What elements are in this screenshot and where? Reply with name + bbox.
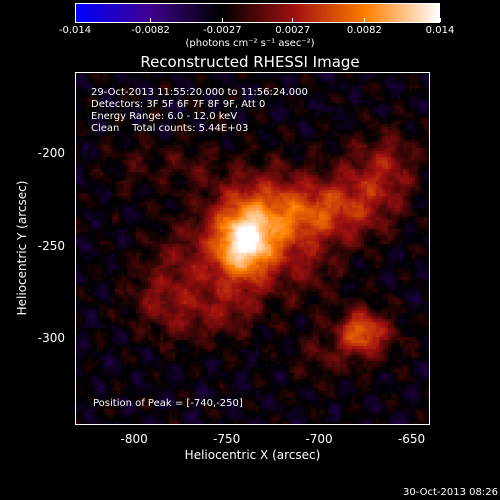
colorbar-gradient — [76, 4, 439, 22]
colorbar-tick-mark — [150, 18, 152, 22]
colorbar-tick-label: -0.0082 — [131, 25, 170, 36]
time-range-annotation: 29-Oct-2013 11:55:20.000 to 11:56:24.000 — [91, 87, 308, 98]
colorbar-tick-mark — [221, 18, 223, 22]
x-tick-label: -700 — [305, 432, 333, 446]
method-annotation: Clean Total counts: 5.44E+03 — [91, 123, 248, 134]
peak-position-annotation: Position of Peak = [-740,-250] — [93, 398, 243, 409]
x-tick-label: -800 — [120, 432, 148, 446]
colorbar — [75, 3, 440, 23]
heatmap-image — [76, 73, 429, 424]
energy-range-annotation: Energy Range: 6.0 - 12.0 keV — [91, 111, 238, 122]
x-axis-label: Heliocentric X (arcsec) — [184, 448, 321, 462]
colorbar-tick-mark — [363, 18, 365, 22]
y-tick-label: -250 — [37, 238, 65, 253]
plot-area: 29-Oct-2013 11:55:20.000 to 11:56:24.000… — [75, 72, 430, 425]
y-tick-label: -300 — [37, 331, 65, 346]
y-axis-label: Heliocentric Y (arcsec) — [15, 180, 29, 316]
x-tick-label: -650 — [397, 432, 426, 446]
colorbar-tick-label: 0.014 — [425, 25, 455, 36]
colorbar-tick-mark — [74, 18, 76, 22]
colorbar-tick-label: 0.0027 — [275, 25, 311, 36]
colorbar-tick-mark — [292, 18, 294, 22]
colorbar-tick-label: -0.014 — [58, 25, 92, 36]
timestamp: 30-Oct-2013 08:26 — [403, 487, 498, 498]
y-tick-label: -200 — [37, 146, 65, 161]
colorbar-units: (photons cm⁻² s⁻¹ asec⁻²) — [185, 38, 315, 49]
colorbar-tick-mark — [439, 18, 441, 22]
x-tick-label: -750 — [212, 432, 241, 446]
colorbar-tick-label: 0.0082 — [346, 25, 382, 36]
total-counts-label: Total counts: 5.44E+03 — [132, 123, 249, 134]
method-label: Clean — [91, 123, 120, 134]
chart-title: Reconstructed RHESSI Image — [140, 53, 360, 71]
colorbar-tick-label: -0.0027 — [202, 25, 242, 36]
detectors-annotation: Detectors: 3F 5F 6F 7F 8F 9F, Att 0 — [91, 99, 266, 110]
